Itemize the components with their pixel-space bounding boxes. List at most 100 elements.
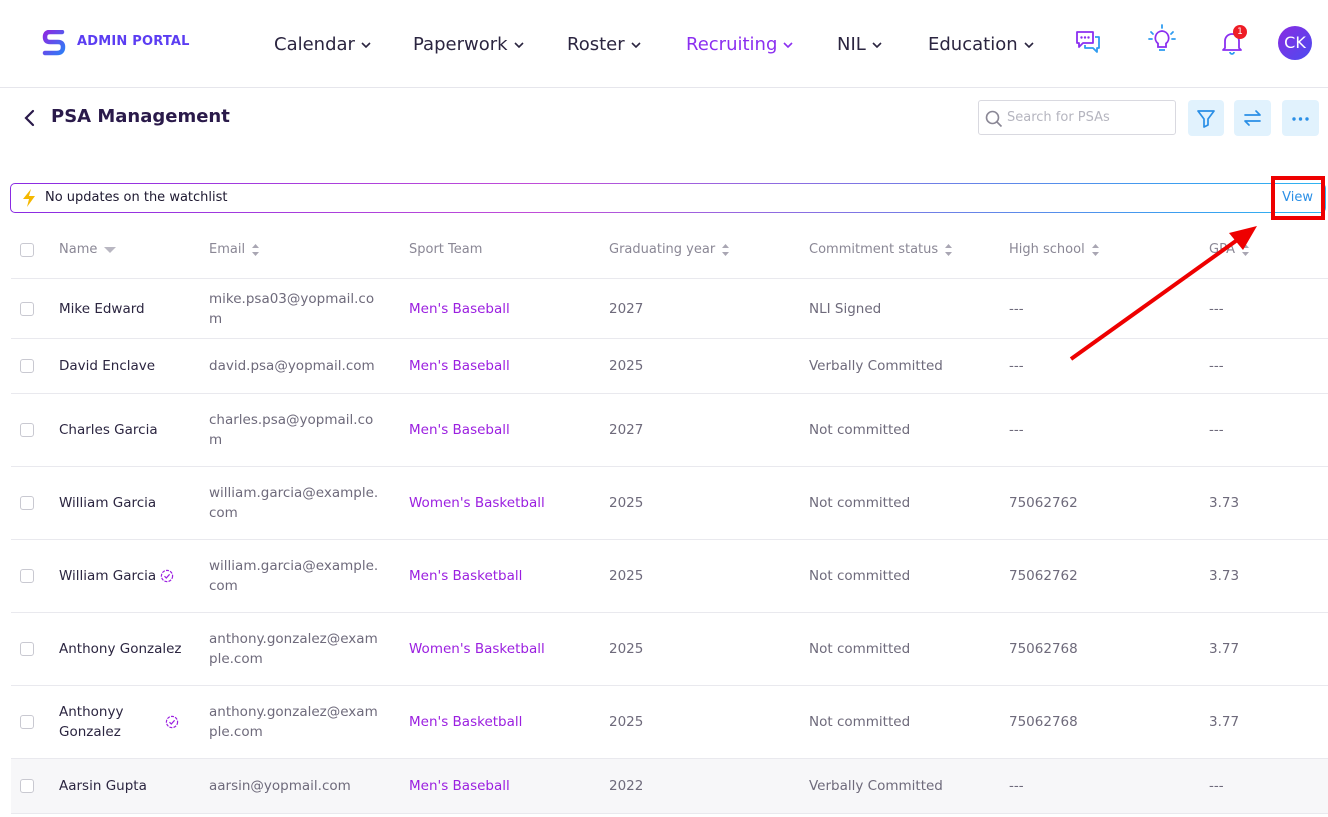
cell-text: 2025 bbox=[609, 358, 644, 374]
cell-text: mike.psa03@yopmail.com bbox=[209, 290, 375, 327]
table-row[interactable]: Aarsin Gupta aarsin@yopmail.com Men's Base… bbox=[11, 759, 1328, 814]
cell-text[interactable]: Men's Basketball bbox=[409, 714, 523, 730]
cell-text: Anthony Gonzalez bbox=[59, 641, 182, 657]
table-cell: Not committed bbox=[809, 613, 999, 685]
cell-text: Aarsin Gupta bbox=[59, 778, 147, 794]
cell-text: Not committed bbox=[809, 714, 911, 730]
checkbox[interactable] bbox=[20, 569, 34, 583]
table-cell: Women's Basketball bbox=[409, 613, 599, 685]
cell-text: 3.77 bbox=[1209, 641, 1240, 657]
table-row[interactable]: Anthony Gonzalez anthony.gonzalez@example… bbox=[11, 613, 1328, 686]
cell-text: william.garcia@example.com bbox=[209, 558, 379, 594]
column-header[interactable]: Sport Team bbox=[409, 242, 482, 257]
column-header[interactable]: Name bbox=[59, 242, 117, 257]
cell-text[interactable]: Men's Baseball bbox=[409, 778, 510, 794]
cell-text: aarsin@yopmail.com bbox=[209, 778, 351, 794]
nav-label[interactable]: Education bbox=[928, 34, 1018, 55]
table-cell: Mike Edward bbox=[59, 279, 199, 338]
table-cell: Not committed bbox=[809, 540, 999, 612]
cell-text[interactable]: Men's Basketball bbox=[409, 568, 523, 584]
cell-text: William Garcia bbox=[59, 568, 157, 584]
column-header[interactable]: Commitment status bbox=[809, 242, 953, 257]
cell-text: Not committed bbox=[809, 641, 911, 657]
cell-text: --- bbox=[1009, 358, 1024, 374]
checkbox[interactable] bbox=[20, 642, 34, 656]
table-row[interactable]: Charles Garcia charles.psa@yopmail.com Men… bbox=[11, 394, 1328, 467]
more-button[interactable] bbox=[1282, 100, 1319, 136]
ideas-icon[interactable] bbox=[1147, 24, 1177, 56]
table-cell: --- bbox=[1009, 394, 1199, 466]
table-cell: William Garcia bbox=[59, 540, 199, 612]
notification-badge: 1 bbox=[1233, 25, 1247, 39]
watchlist-view[interactable]: View bbox=[1282, 190, 1313, 205]
cell-text: Mike Edward bbox=[59, 300, 145, 317]
nav-label[interactable]: Roster bbox=[567, 34, 625, 55]
cell-text: Charles Garcia bbox=[59, 422, 158, 438]
column-header[interactable]: GPA bbox=[1209, 242, 1250, 257]
cell-text: 2027 bbox=[609, 300, 644, 317]
table-row[interactable]: David Enclave david.psa@yopmail.com Men's … bbox=[11, 339, 1328, 394]
cell-text: 2022 bbox=[609, 778, 644, 794]
cell-text: --- bbox=[1209, 422, 1224, 438]
table-cell: --- bbox=[1009, 339, 1199, 393]
checkbox[interactable] bbox=[20, 715, 34, 729]
checkbox[interactable] bbox=[20, 243, 34, 257]
nav-item[interactable]: Paperwork bbox=[413, 34, 524, 55]
filter-button[interactable] bbox=[1188, 100, 1224, 136]
swap-button[interactable] bbox=[1234, 100, 1271, 136]
table-cell: 3.73 bbox=[1209, 540, 1319, 612]
avatar[interactable]: CK bbox=[1278, 26, 1312, 60]
table-cell: --- bbox=[1209, 394, 1319, 466]
table-cell: Men's Baseball bbox=[409, 279, 599, 338]
nav-item[interactable]: Calendar bbox=[274, 34, 371, 55]
cell-text[interactable]: Women's Basketball bbox=[409, 495, 545, 511]
table-cell: Men's Basketball bbox=[409, 686, 599, 758]
table-cell: Anthony Gonzalez bbox=[59, 613, 199, 685]
nav-label[interactable]: NIL bbox=[837, 34, 866, 55]
header-divider bbox=[11, 278, 1328, 279]
back-button[interactable] bbox=[20, 108, 40, 128]
nav-item[interactable]: NIL bbox=[837, 34, 882, 55]
table-cell: --- bbox=[1209, 759, 1319, 813]
checkbox[interactable] bbox=[20, 779, 34, 793]
column-label: Graduating year bbox=[609, 242, 716, 257]
cell-text: william.garcia@example.com bbox=[209, 485, 379, 521]
cell-text: 3.73 bbox=[1209, 495, 1240, 511]
table-cell: Verbally Committed bbox=[809, 759, 999, 813]
cell-text[interactable]: Men's Baseball bbox=[409, 300, 510, 317]
table-cell: 2025 bbox=[609, 613, 799, 685]
nav-item[interactable]: Roster bbox=[567, 34, 641, 55]
nav-item[interactable]: Recruiting bbox=[686, 34, 793, 55]
table-cell: 75062768 bbox=[1009, 686, 1199, 758]
checkbox[interactable] bbox=[20, 423, 34, 437]
logo bbox=[42, 30, 66, 56]
cell-text[interactable]: Women's Basketball bbox=[409, 641, 545, 657]
watchlist-message: No updates on the watchlist bbox=[45, 190, 228, 205]
chat-icon[interactable] bbox=[1074, 28, 1102, 56]
table-cell: Not committed bbox=[809, 394, 999, 466]
checkbox[interactable] bbox=[20, 301, 34, 316]
table-cell: 2025 bbox=[609, 339, 799, 393]
checkbox[interactable] bbox=[20, 359, 34, 373]
nav-label[interactable]: Paperwork bbox=[413, 34, 508, 55]
column-header[interactable]: Graduating year bbox=[609, 242, 730, 257]
cell-text[interactable]: Men's Baseball bbox=[409, 358, 510, 374]
watchlist-bar: No updates on the watchlist View bbox=[10, 183, 1326, 213]
cell-text: anthony.gonzalez@example.com bbox=[209, 631, 378, 667]
table-row[interactable]: Anthonyy Gonzalez anthony.gonzalez@exampl… bbox=[11, 686, 1328, 759]
nav-label[interactable]: Calendar bbox=[274, 34, 355, 55]
nav-item[interactable]: Education bbox=[928, 34, 1034, 55]
table-cell: mike.psa03@yopmail.com bbox=[209, 279, 379, 338]
cell-text: david.psa@yopmail.com bbox=[209, 358, 375, 374]
checkbox[interactable] bbox=[20, 496, 34, 510]
table-cell: Women's Basketball bbox=[409, 467, 599, 539]
table-row[interactable]: William Garcia william.garcia@example.com… bbox=[11, 467, 1328, 540]
cell-text[interactable]: Men's Baseball bbox=[409, 422, 510, 438]
table-cell: --- bbox=[1009, 279, 1199, 338]
table-row[interactable]: Mike Edward mike.psa03@yopmail.com Men's B… bbox=[11, 279, 1328, 339]
nav-label[interactable]: Recruiting bbox=[686, 34, 778, 55]
search-box[interactable]: Search for PSAs bbox=[978, 100, 1176, 135]
column-header[interactable]: High school bbox=[1009, 242, 1100, 257]
column-header[interactable]: Email bbox=[209, 242, 260, 257]
table-row[interactable]: William Garcia william.garcia@example.com… bbox=[11, 540, 1328, 613]
